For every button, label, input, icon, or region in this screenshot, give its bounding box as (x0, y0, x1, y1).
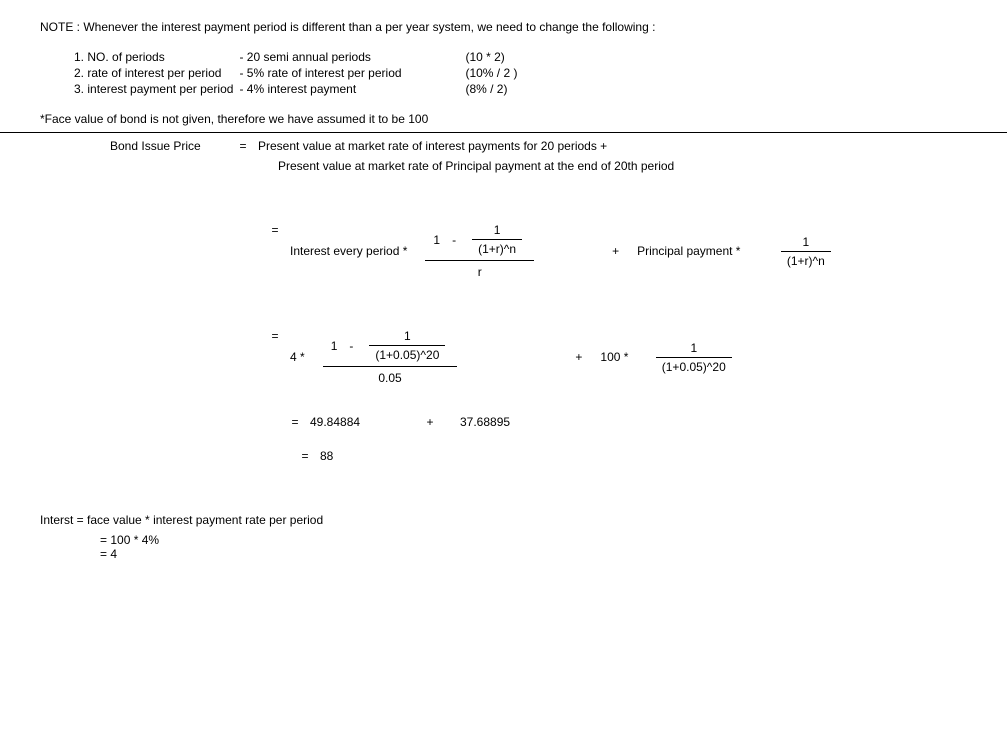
pv-den: (1+r)^n (781, 251, 831, 268)
interest-lead: 4 * (290, 350, 305, 364)
inner-fraction: 1 (1+0.05)^20 (369, 329, 445, 362)
formula-lhs: Bond Issue Price (110, 139, 228, 153)
equals-sign: = (228, 139, 258, 153)
inner-num: 1 (398, 329, 417, 345)
plus-sign: + (575, 350, 582, 364)
divider (0, 132, 1007, 133)
item-label: NO. of periods (87, 50, 164, 64)
formula-line2: Present value at market rate of Principa… (278, 159, 674, 173)
pv-den: (1+0.05)^20 (656, 357, 732, 374)
item-number: 3. (74, 82, 84, 96)
item-label: interest payment per period (87, 82, 233, 96)
interest-lead: Interest every period * (290, 244, 407, 258)
note-heading: NOTE : Whenever the interest payment per… (40, 20, 760, 34)
pv-factor: 1 (1+r)^n (762, 235, 849, 268)
principal-lead: Principal payment * (637, 244, 740, 258)
face-value-assumption: *Face value of bond is not given, theref… (40, 112, 967, 126)
component-b: 37.68895 (460, 415, 510, 429)
minus-sign: - (349, 339, 353, 353)
bond-price-formula: Bond Issue Price = Present value at mark… (110, 139, 967, 463)
item-desc: - 4% interest payment (239, 82, 463, 96)
pv-num: 1 (650, 341, 737, 357)
item-calc: (8% / 2) (465, 82, 521, 96)
adjustments-list: 1. NO. of periods - 20 semi annual perio… (72, 48, 967, 98)
outer-den: 0.05 (323, 366, 458, 385)
adjustment-row: 3. interest payment per period - 4% inte… (74, 82, 521, 96)
inner-num: 1 (488, 223, 507, 239)
one: 1 (433, 233, 440, 247)
item-desc: - 5% rate of interest per period (239, 66, 463, 80)
equals-sign: = (290, 449, 320, 463)
pv-factor: 1 (1+0.05)^20 (650, 341, 737, 374)
component-a: 49.84884 (310, 415, 400, 429)
outer-den: r (425, 260, 534, 279)
plus-sign: + (400, 415, 460, 429)
principal-lead: 100 * (600, 350, 628, 364)
equals-sign: = (280, 415, 310, 429)
minus-sign: - (452, 233, 456, 247)
item-label: rate of interest per period (87, 66, 221, 80)
annuity-factor: 1 - 1 (1+r)^n r (425, 223, 534, 279)
formula-line1: Present value at market rate of interest… (258, 139, 607, 153)
item-number: 1. (74, 50, 84, 64)
adjustment-row: 1. NO. of periods - 20 semi annual perio… (74, 50, 521, 64)
pv-num: 1 (762, 235, 849, 251)
interest-step: = 4 (100, 547, 967, 561)
interest-formula-line: Interst = face value * interest payment … (40, 513, 967, 527)
annuity-factor: 1 - 1 (1+0.05)^20 0.05 (323, 329, 458, 385)
adjustment-row: 2. rate of interest per period - 5% rate… (74, 66, 521, 80)
item-calc: (10 * 2) (465, 50, 521, 64)
item-desc: - 20 semi annual periods (239, 50, 463, 64)
equals-sign: = (260, 223, 290, 237)
bond-price-result: 88 (320, 449, 333, 463)
item-number: 2. (74, 66, 84, 80)
plus-sign: + (612, 244, 619, 258)
interest-step: = 100 * 4% (100, 533, 967, 547)
interest-derivation: Interst = face value * interest payment … (40, 513, 967, 561)
equals-sign: = (260, 329, 290, 343)
inner-den: (1+r)^n (472, 239, 522, 256)
inner-fraction: 1 (1+r)^n (472, 223, 522, 256)
one: 1 (331, 339, 338, 353)
inner-den: (1+0.05)^20 (369, 345, 445, 362)
item-calc: (10% / 2 ) (465, 66, 521, 80)
